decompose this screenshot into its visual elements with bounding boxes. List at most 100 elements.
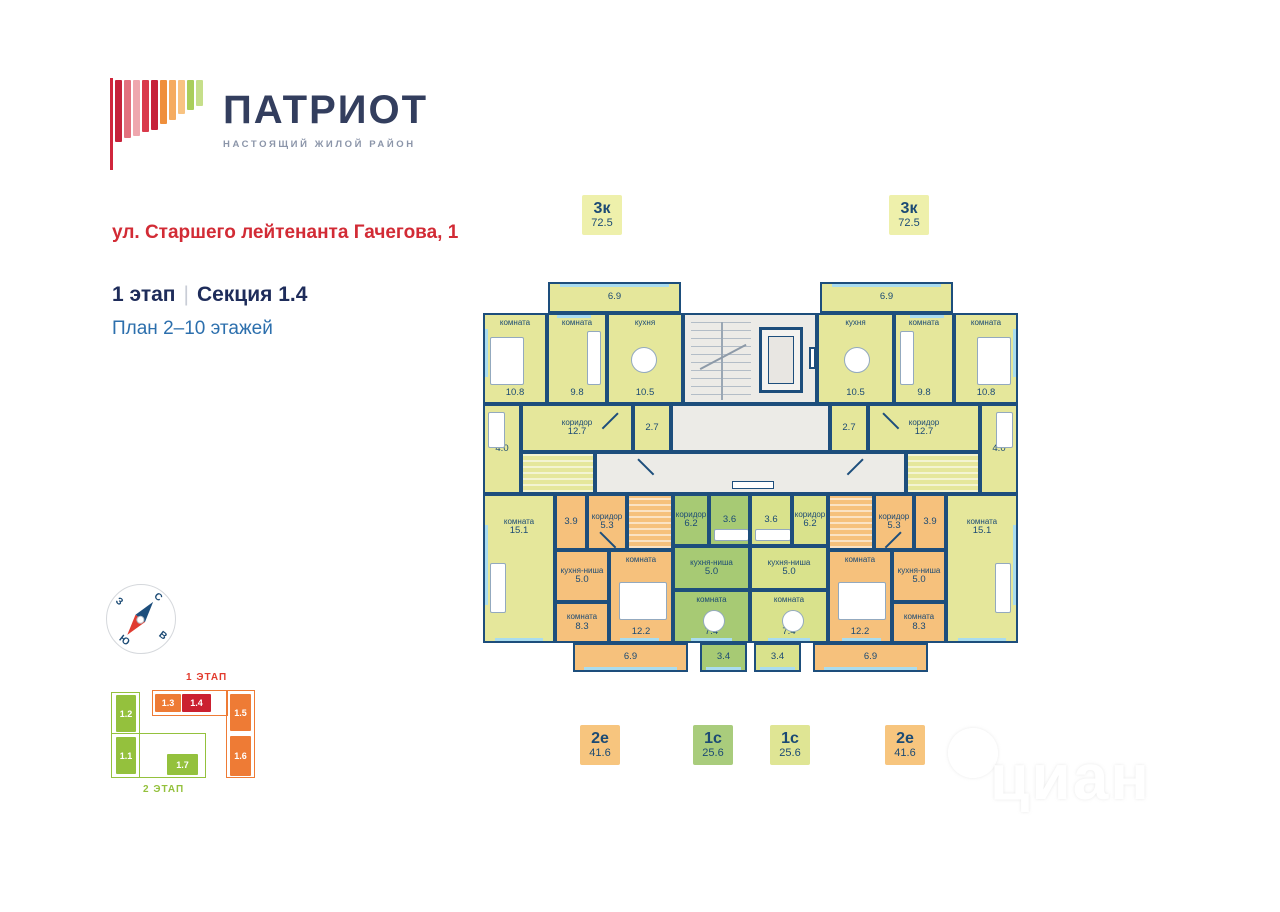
hall-3k-right: коридор 12.7 [868,404,980,452]
stage2-outline-bottom [111,733,206,778]
room-name: комната [561,318,593,327]
room-area: 6.2 [803,518,817,530]
section-1-2: 1.2 [116,695,136,732]
room-name: кухня-ниша [690,557,733,567]
hall-1c-right: коридор 6.2 [792,494,828,546]
room-area: 10.8 [505,387,525,399]
room-3k-left-bedroom1: комната 10.8 [483,313,547,404]
kitchen-niche-1c-right: кухня-ниша 5.0 [750,546,828,590]
room-1c-left: комната 7.4 [673,590,750,643]
room-area: 4.0 [495,442,509,454]
badge-area: 72.5 [898,217,920,230]
balcony-area: 3.4 [716,651,731,663]
logo-flag-icon [110,78,215,170]
room-name: комната [844,555,876,564]
badge-area: 41.6 [589,747,611,760]
wardrobe-3k-right [906,452,980,494]
badge-type: 3к [593,199,611,217]
badge-area: 25.6 [702,747,724,760]
room-area: 10.5 [846,387,865,399]
watermark-text: циан [990,741,1151,813]
kitchen-niche-2e-left: кухня-ниша 5.0 [555,550,609,602]
wardrobe-3k-left [521,452,595,494]
room-name: кухня [634,318,656,327]
hall-2e-right: коридор 5.3 [874,494,914,550]
room-area: 5.3 [887,520,901,532]
room-name: комната [625,555,657,564]
room-name: коридор [794,509,826,519]
balcony-area: 6.9 [607,291,622,303]
section-1-7: 1.7 [167,754,198,775]
entry-corridor [595,452,906,494]
kitchen-3k-right: кухня 10.5 [817,313,894,404]
badge-3k-right: 3к 72.5 [889,195,929,235]
hall-2e-left: коридор 5.3 [587,494,627,550]
room-area: 15.1 [972,525,992,537]
room-area: 2.7 [842,421,856,433]
room-area: 3.9 [564,515,578,527]
room-1c-right: комната 7.4 [750,590,828,643]
room-area: 3.9 [923,515,937,527]
room-area: 15.1 [509,525,529,537]
section-label: Секция 1.4 [196,283,308,306]
badge-area: 72.5 [591,217,613,230]
kitchen-niche-1c-left: кухня-ниша 5.0 [673,546,750,590]
hall-3k-left: коридор 12.7 [521,404,633,452]
balcony-area: 6.9 [863,651,878,663]
building-address: ул. Старшего лейтенанта Гачегова, 1 [112,222,459,243]
section-1-4-current: 1.4 [182,694,211,712]
room-name: комната [503,517,535,526]
section-1-1: 1.1 [116,737,136,774]
balcony-3k-right: 6.9 [820,282,953,313]
room-area: 8.3 [912,620,926,632]
plan-title: План 2–10 этажей [112,318,273,339]
wc-3k-left: 2.7 [633,404,671,452]
room-name: комната [566,612,598,622]
room-area: 12.2 [850,626,870,638]
compass-rose: С В Ю З [106,584,176,654]
room-3k-left-living: комната 15.1 [483,494,555,643]
room-2e-left-small: комната 8.3 [555,602,609,643]
room-name: комната [773,595,805,604]
badge-3k-left: 3к 72.5 [582,195,622,235]
bathroom-1c-left: 3.6 [709,494,750,546]
section-1-5: 1.5 [230,694,251,731]
stage1-outline-top [152,690,228,716]
cian-watermark: циан [938,722,1198,828]
balcony-3k-left: 6.9 [548,282,681,313]
room-area: 8.3 [575,620,589,632]
bathroom-2e-right: 3.9 [914,494,946,550]
stage1-outline-right [226,690,255,778]
staircase [691,322,751,400]
bathroom-3k-left: 4.0 [483,404,521,494]
room-2e-left-big: комната 12.2 [609,550,673,643]
room-area: 5.3 [600,520,614,532]
elevator [759,327,803,393]
badge-area: 41.6 [894,747,916,760]
section-1-3: 1.3 [155,694,181,712]
room-area: 5.0 [782,566,796,578]
room-area: 10.5 [635,387,655,399]
room-area: 12.7 [914,426,934,438]
room-area: 5.0 [575,574,589,586]
room-area: 6.2 [684,518,698,530]
badge-1c-left: 1с 25.6 [693,725,733,765]
room-2e-right-big: комната 12.2 [828,550,892,643]
developer-logo: ПАТРИОТ НАСТОЯЩИЙ ЖИЛОЙ РАЙОН [110,78,428,170]
badge-type: 1с [704,729,722,747]
bathroom-1c-right: 3.6 [750,494,792,546]
room-name: коридор [908,417,940,427]
balcony-area: 6.9 [623,651,638,663]
elevator-lobby [671,404,830,452]
badge-type: 3к [900,199,918,217]
room-name: кухня-ниша [767,557,811,567]
room-name: коридор [878,511,910,521]
compass-west-label: З [113,595,125,609]
room-area: 9.8 [570,387,584,399]
room-area: 2.7 [645,421,659,433]
room-3k-left-bedroom2: комната 9.8 [547,313,607,404]
stage2-label: 2 ЭТАП [143,784,185,795]
room-area: 12.7 [567,426,587,438]
hall-1c-left: коридор 6.2 [673,494,709,546]
badge-2e-right: 2е 41.6 [885,725,925,765]
